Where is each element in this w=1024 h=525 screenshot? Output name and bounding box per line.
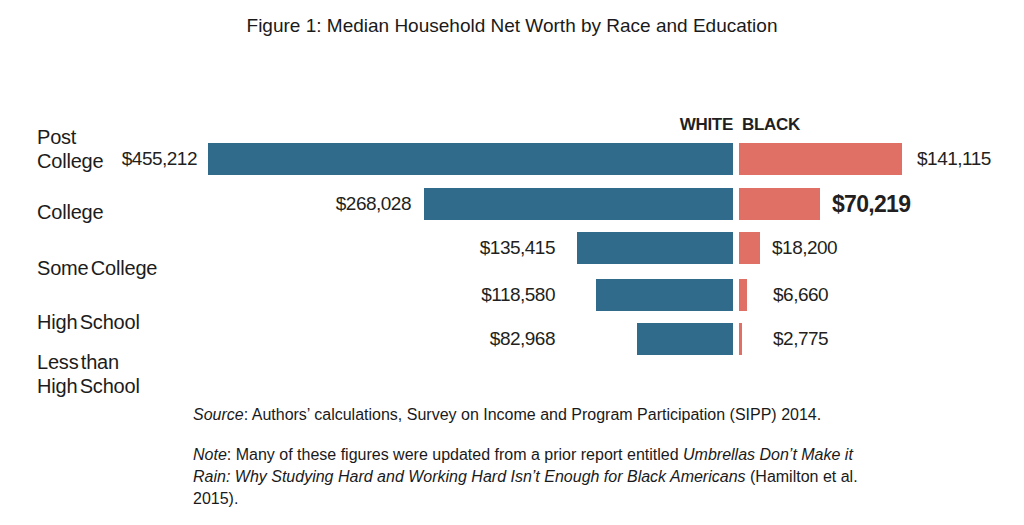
black-bar <box>739 279 747 311</box>
black-value-label: $141,115 <box>917 143 991 175</box>
category-label-post-college: Post College <box>37 125 103 173</box>
category-line: Post <box>37 125 103 149</box>
category-label-some-college: Some College <box>37 256 157 280</box>
category-line: High School <box>37 374 140 398</box>
note-line: Note: Many of these figures were updated… <box>193 444 858 466</box>
category-line: College <box>37 200 103 224</box>
white-value-label: $455,212 <box>122 143 197 175</box>
source-text: Source: Authors’ calculations, Survey on… <box>193 406 821 424</box>
black-bar <box>739 232 760 264</box>
regular-text: (Hamilton et al. <box>746 468 858 485</box>
category-label-less-than-high-school: Less than High School <box>37 350 140 398</box>
italic-text: Source <box>193 406 244 423</box>
chart-row-college: $268,028 $70,219 <box>0 188 1024 220</box>
black-bar <box>739 143 902 175</box>
category-line: Some College <box>37 256 157 280</box>
regular-text: : Many of these figures were updated fro… <box>227 446 683 463</box>
note-line: 2015). <box>193 488 858 510</box>
white-value-label: $118,580 <box>481 279 555 311</box>
black-value-label: $6,660 <box>773 279 828 311</box>
figure-title: Figure 1: Median Household Net Worth by … <box>0 15 1024 37</box>
white-value-label: $268,028 <box>336 188 411 220</box>
category-label-college: College <box>37 200 103 224</box>
italic-text: Umbrellas Don’t Make it <box>683 446 853 463</box>
category-label-high-school: High School <box>37 310 140 334</box>
italic-text: Rain: Why Studying Hard and Working Hard… <box>193 468 746 485</box>
category-line: College <box>37 149 103 173</box>
regular-text: 2015). <box>193 490 238 507</box>
category-line: Less than <box>37 350 140 374</box>
regular-text: : Authors’ calculations, Survey on Incom… <box>244 406 821 423</box>
white-bar <box>577 232 733 264</box>
chart-row-less-than-high-school: $82,968 $2,775 <box>0 323 1024 355</box>
black-bar <box>739 188 820 220</box>
note-line: Rain: Why Studying Hard and Working Hard… <box>193 466 858 488</box>
legend-label-black: BLACK <box>742 115 800 135</box>
legend-label-white: WHITE <box>680 115 733 135</box>
category-line: High School <box>37 310 140 334</box>
black-value-label: $2,775 <box>773 323 828 355</box>
black-bar <box>739 323 742 355</box>
black-value-label: $18,200 <box>772 232 837 264</box>
note-text: Note: Many of these figures were updated… <box>193 444 858 510</box>
chart-row-high-school: $118,580 $6,660 <box>0 279 1024 311</box>
white-bar <box>637 323 733 355</box>
chart-row-post-college: $455,212 $141,115 <box>0 143 1024 175</box>
italic-text: Note <box>193 446 227 463</box>
white-bar <box>208 143 733 175</box>
white-bar <box>424 188 733 220</box>
white-value-label: $135,415 <box>480 232 555 264</box>
white-bar <box>596 279 733 311</box>
black-value-label-emphasized: $70,219 <box>832 188 910 220</box>
white-value-label: $82,968 <box>490 323 555 355</box>
